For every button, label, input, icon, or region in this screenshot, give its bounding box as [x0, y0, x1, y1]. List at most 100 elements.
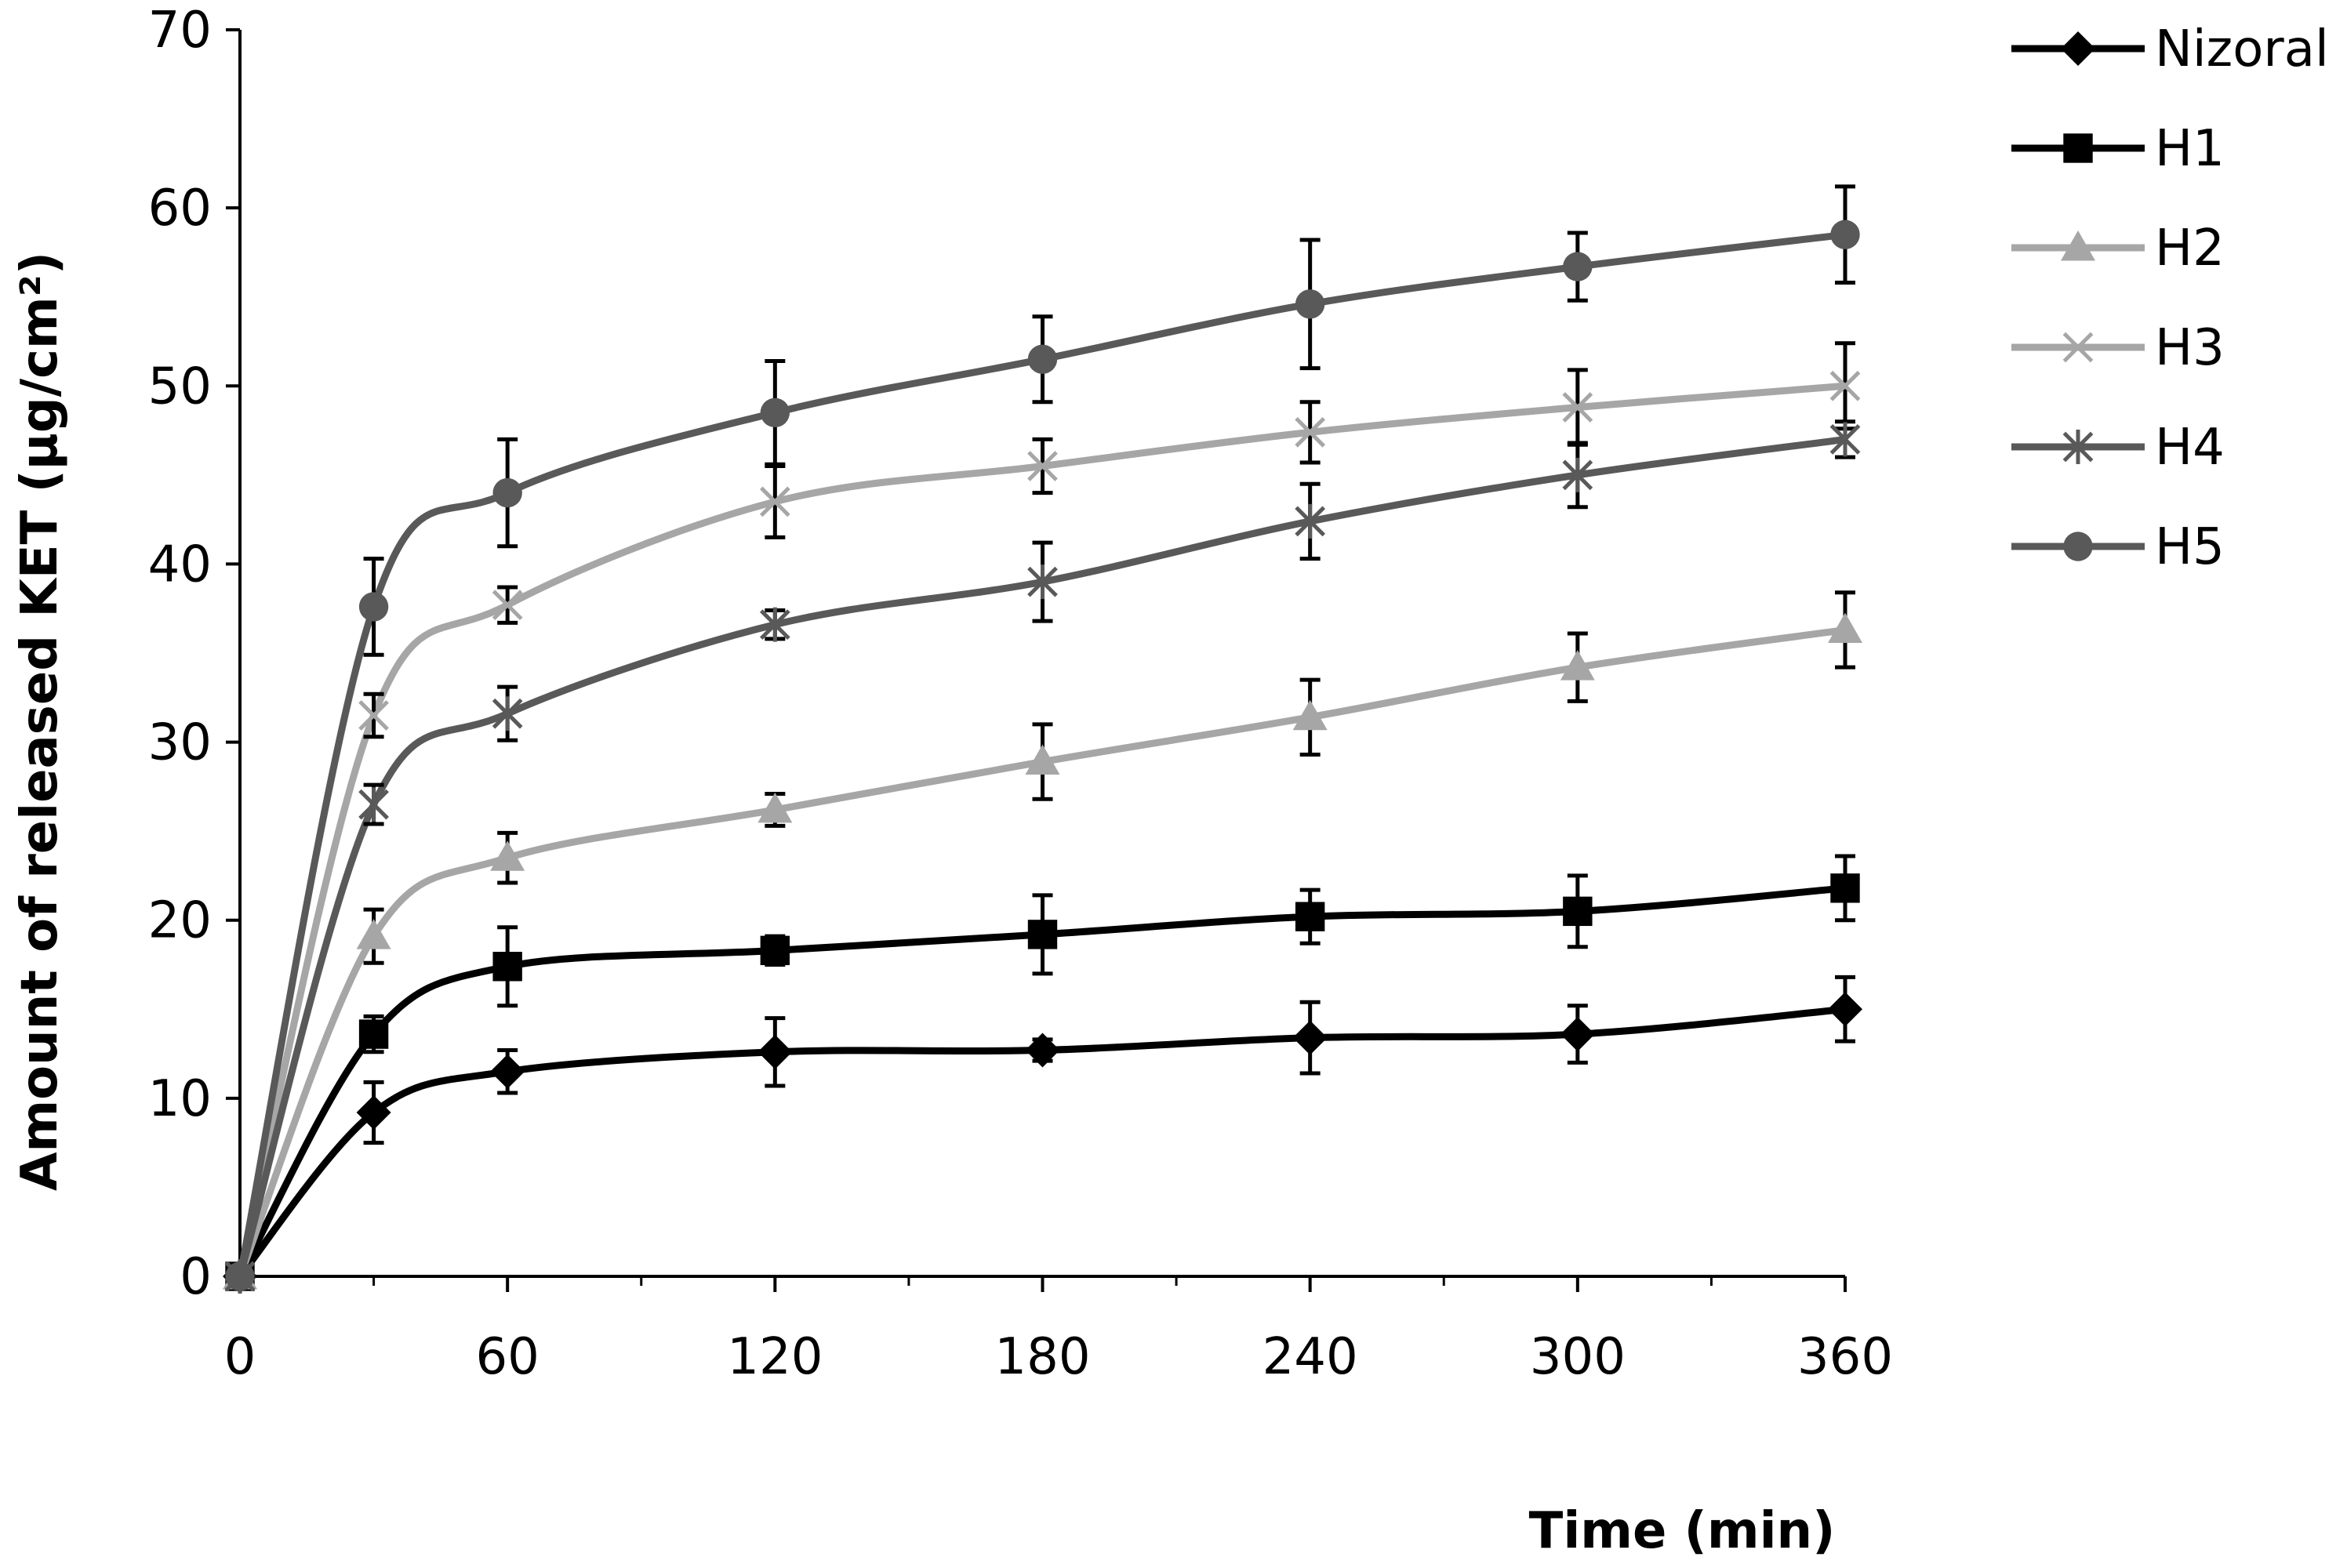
data-point	[1025, 744, 1060, 775]
series-h5	[225, 184, 1860, 1291]
y-tick-label: 0	[180, 1248, 212, 1306]
data-point	[356, 919, 391, 949]
series-line	[237, 1005, 1846, 1279]
y-tick-label: 60	[148, 180, 212, 238]
legend-item-h4: H4	[2011, 419, 2225, 477]
x-tick-label: 180	[994, 1328, 1090, 1386]
x-stroke	[1829, 370, 1861, 401]
data-point	[358, 700, 389, 731]
data-point	[358, 592, 389, 622]
legend-item-h1: H1	[2011, 120, 2225, 178]
legend-label: Nizoral	[2155, 20, 2329, 78]
data-point	[225, 1261, 255, 1291]
data-point	[1560, 1017, 1595, 1052]
series-line	[236, 230, 1846, 1277]
data-point	[1027, 451, 1058, 481]
legend-item-h2: H2	[2011, 220, 2225, 278]
data-point	[1027, 564, 1058, 600]
legend-marker	[2061, 31, 2095, 66]
legend-label: H1	[2155, 120, 2225, 178]
x-axis-title: Time (min)	[1529, 1502, 1836, 1560]
data-point	[1830, 873, 1860, 903]
series-nizoral	[223, 975, 1862, 1294]
y-tick-label: 20	[148, 892, 212, 950]
y-tick-label: 50	[148, 358, 212, 416]
legend-item-nizoral: Nizoral	[2011, 20, 2329, 78]
data-point	[758, 792, 793, 823]
series-line	[237, 884, 1846, 1279]
data-point	[358, 1019, 389, 1049]
legend-marker	[2061, 230, 2095, 261]
x-stroke	[2062, 332, 2094, 363]
legend-marker	[2062, 332, 2094, 363]
series-h3	[224, 341, 1861, 1292]
series-layer	[223, 184, 1862, 1294]
data-point	[1292, 1020, 1328, 1055]
data-point	[758, 1034, 793, 1069]
data-point	[1562, 457, 1593, 492]
axes: 0 10 20 30 40 50 60 70 0 60 120 180 240 300 360	[148, 2, 1894, 1386]
series-h2	[223, 590, 1862, 1290]
data-point	[1295, 416, 1326, 448]
x-tick-label: 360	[1797, 1328, 1893, 1386]
x-tick-label: 300	[1530, 1328, 1626, 1386]
x-tick-label: 240	[1263, 1328, 1358, 1386]
data-point	[490, 840, 525, 871]
y-tick-label: 10	[148, 1070, 212, 1128]
data-point	[1025, 1033, 1060, 1068]
x-stroke	[1295, 416, 1326, 448]
data-point	[1830, 220, 1860, 249]
y-axis-title: Amount of released KET (µg/cm²)	[11, 252, 69, 1191]
data-point	[1828, 992, 1862, 1027]
data-point	[1295, 289, 1325, 319]
data-point	[1027, 344, 1058, 374]
data-point	[1027, 920, 1058, 949]
data-point	[760, 935, 790, 966]
data-point	[1295, 503, 1326, 539]
series-h4	[224, 419, 1861, 1294]
data-point	[490, 1054, 525, 1089]
x-stroke	[759, 486, 790, 517]
data-point	[1828, 612, 1862, 643]
series-line	[236, 382, 1846, 1278]
data-point	[760, 397, 790, 428]
x-stroke	[358, 700, 389, 731]
data-point	[1292, 699, 1328, 731]
legend-marker	[2063, 133, 2093, 163]
data-point	[492, 590, 523, 621]
data-point	[1560, 650, 1595, 681]
data-point	[492, 477, 522, 508]
legend-item-h3: H3	[2011, 319, 2225, 377]
series-h1	[225, 854, 1860, 1291]
legend-label: H5	[2155, 518, 2225, 576]
legend-label: H3	[2155, 319, 2225, 377]
y-tick-label: 30	[148, 714, 212, 772]
data-point	[759, 486, 790, 517]
x-stroke	[1562, 392, 1593, 423]
data-point	[358, 787, 389, 822]
x-tick-label: 120	[727, 1328, 823, 1386]
data-point	[1295, 902, 1325, 931]
data-point	[492, 952, 522, 982]
legend-item-h5: H5	[2011, 518, 2225, 576]
legend: Nizoral H1 H2 H3 H4 H5	[2011, 20, 2329, 576]
x-stroke	[1027, 451, 1058, 481]
data-point	[1563, 252, 1593, 281]
data-point	[1829, 422, 1861, 457]
legend-label: H2	[2155, 220, 2225, 278]
data-point	[356, 1095, 391, 1131]
x-stroke	[492, 590, 523, 621]
data-point	[1562, 392, 1593, 423]
data-point	[1563, 896, 1593, 927]
legend-marker	[2062, 430, 2094, 464]
legend-label: H4	[2155, 419, 2225, 477]
y-tick-label: 40	[148, 535, 212, 593]
legend-marker	[2063, 532, 2093, 561]
y-tick-label: 70	[148, 2, 212, 60]
data-point	[492, 696, 523, 731]
x-tick-label: 60	[475, 1328, 539, 1386]
x-tick-label: 0	[224, 1328, 256, 1386]
data-point	[759, 607, 790, 642]
